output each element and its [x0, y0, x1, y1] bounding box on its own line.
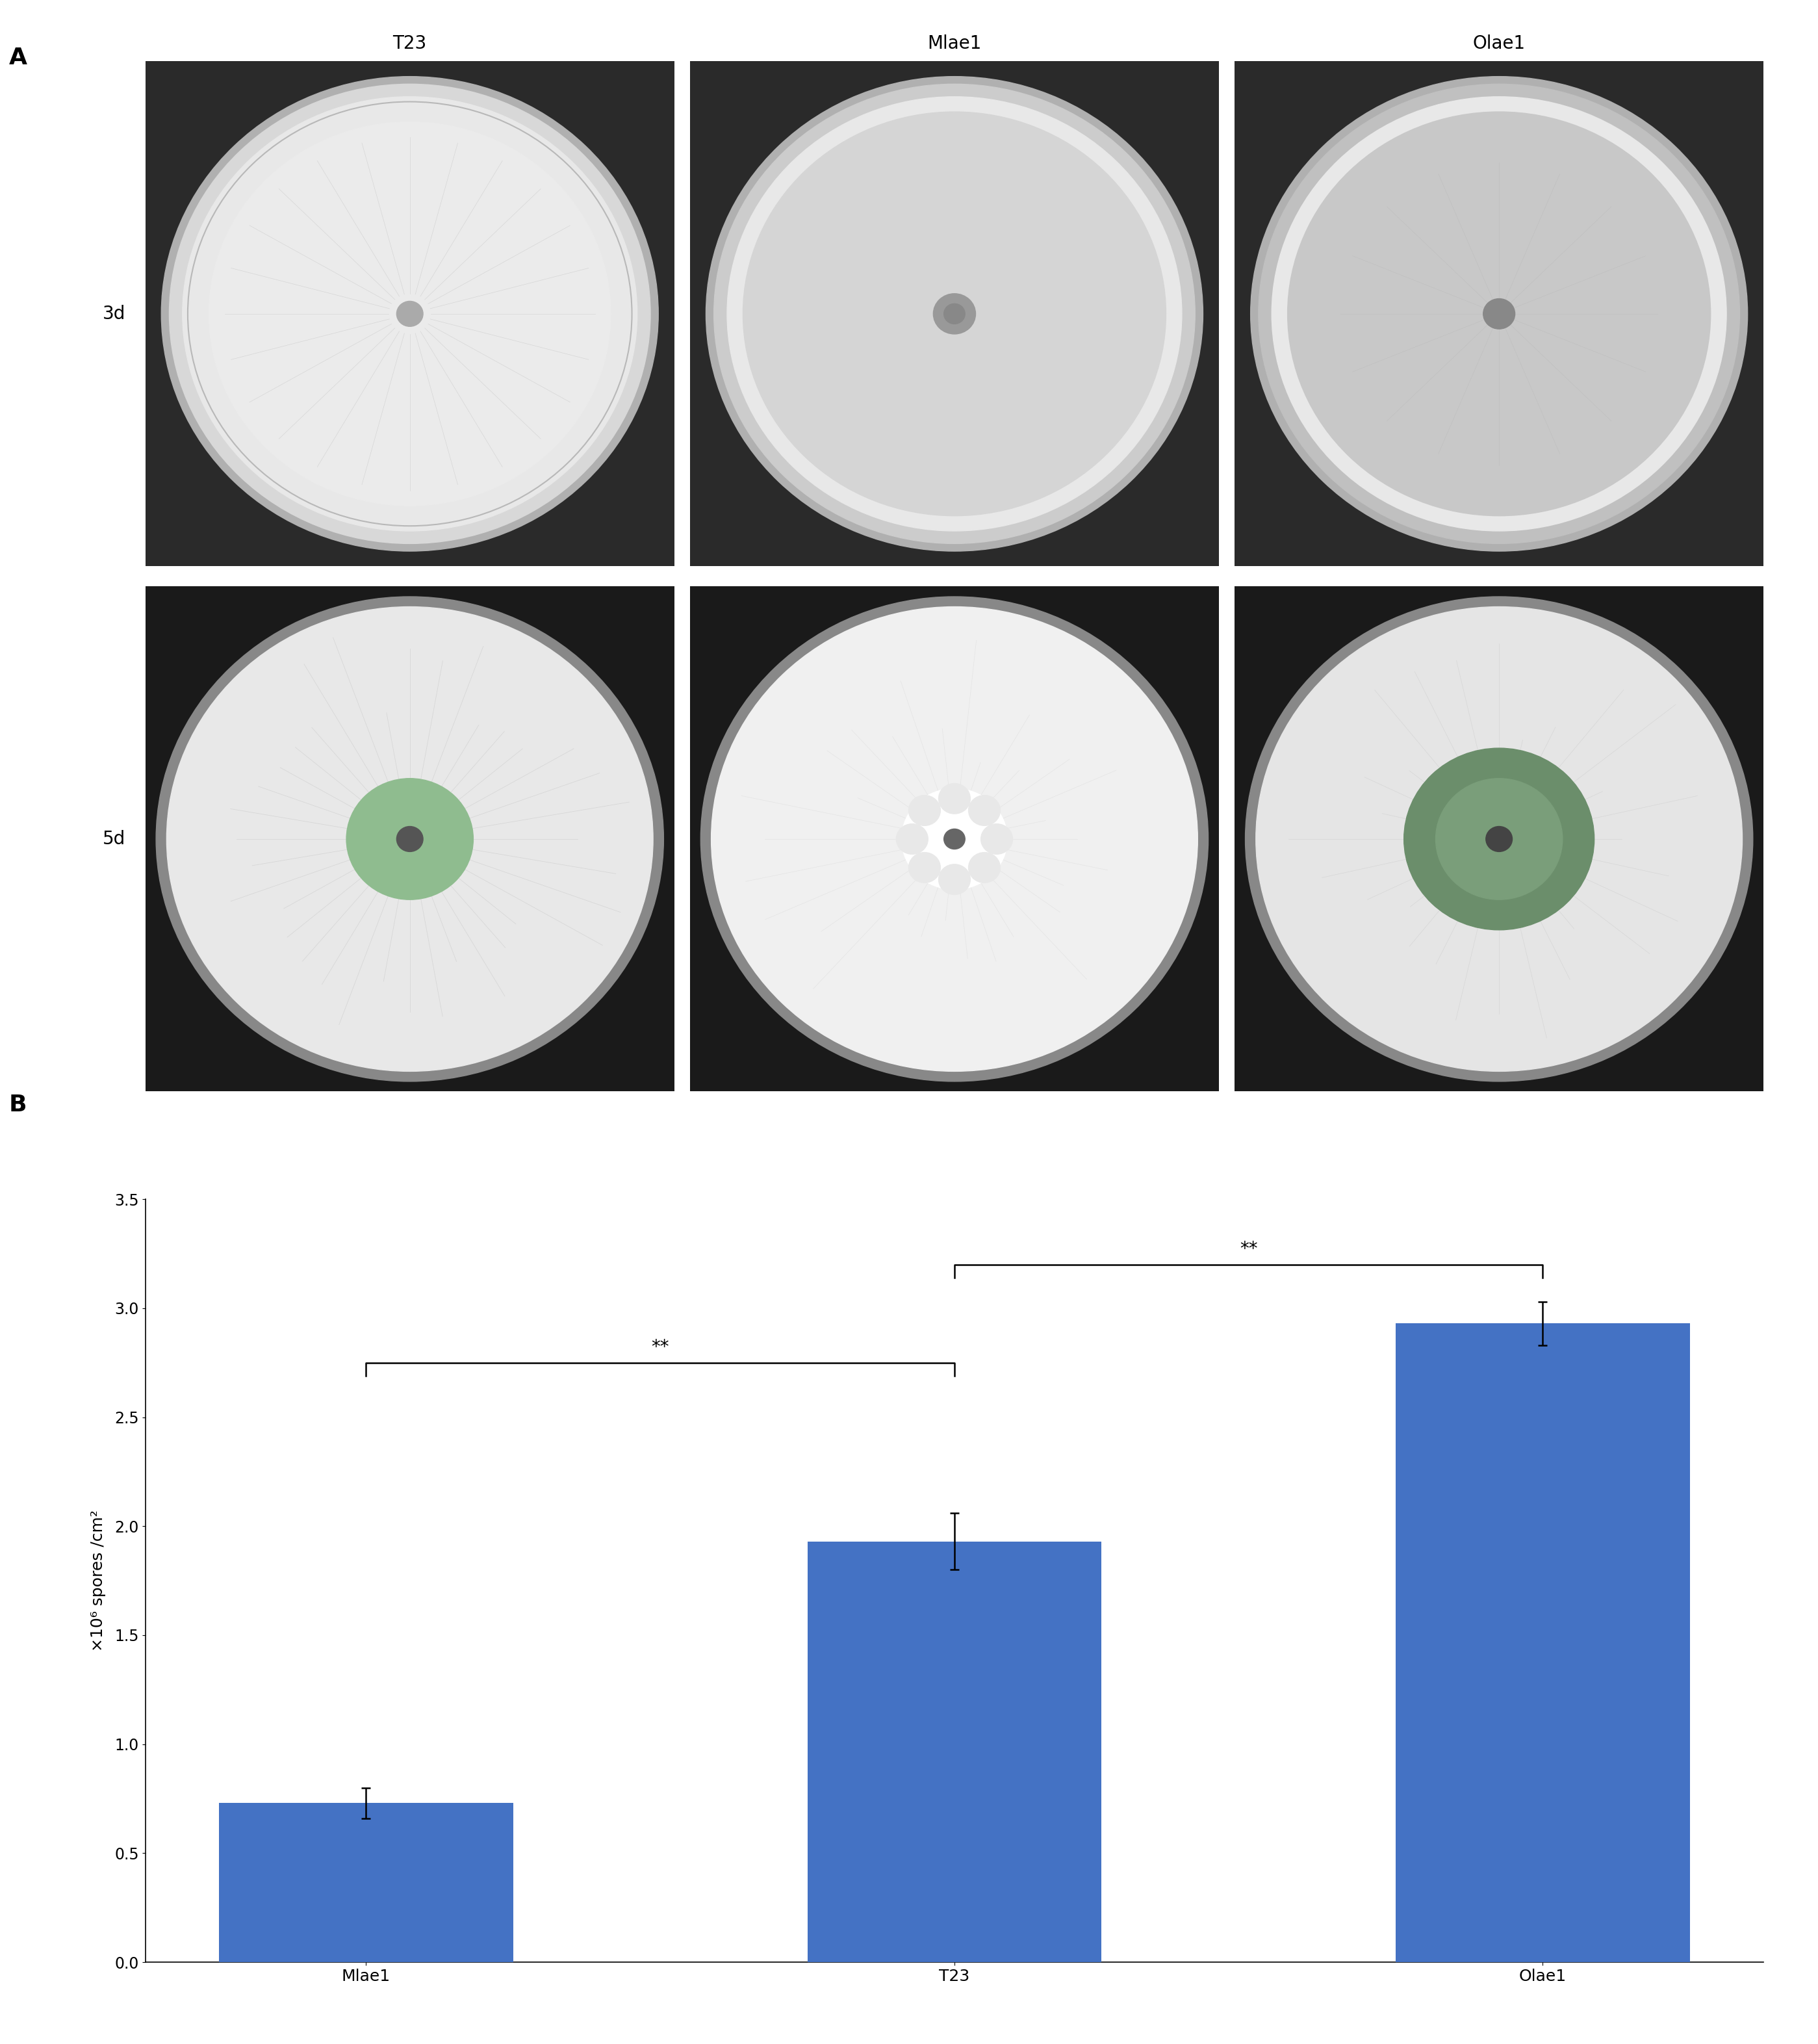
Circle shape [1403, 748, 1594, 930]
Circle shape [982, 824, 1013, 854]
Circle shape [156, 597, 664, 1081]
Circle shape [909, 795, 940, 826]
Circle shape [1287, 112, 1711, 515]
Title: Olae1: Olae1 [1473, 35, 1525, 53]
Circle shape [347, 779, 473, 899]
Circle shape [1273, 96, 1727, 531]
Circle shape [167, 607, 653, 1071]
Circle shape [711, 607, 1198, 1071]
Bar [218, 1803, 513, 1962]
Circle shape [396, 826, 424, 852]
Bar [807, 1541, 1102, 1962]
Circle shape [1251, 76, 1747, 552]
Circle shape [169, 84, 651, 544]
Circle shape [909, 852, 940, 883]
Circle shape [1483, 298, 1514, 329]
Circle shape [944, 305, 965, 323]
Circle shape [938, 783, 971, 814]
Circle shape [902, 789, 1007, 889]
Circle shape [396, 300, 424, 327]
Circle shape [1245, 597, 1753, 1081]
Circle shape [744, 112, 1165, 515]
Title: Mlae1: Mlae1 [927, 35, 982, 53]
Circle shape [705, 76, 1204, 552]
Circle shape [933, 294, 976, 333]
Circle shape [969, 795, 1000, 826]
Circle shape [1258, 84, 1740, 544]
Title: T23: T23 [393, 35, 427, 53]
Circle shape [209, 123, 611, 505]
Circle shape [1256, 607, 1742, 1071]
Text: **: ** [1240, 1241, 1258, 1257]
Circle shape [1485, 826, 1513, 852]
Circle shape [969, 852, 1000, 883]
Text: **: ** [651, 1339, 669, 1355]
Text: A: A [9, 47, 27, 69]
Circle shape [938, 865, 971, 895]
Bar [1396, 1322, 1691, 1962]
Text: B: B [9, 1094, 27, 1116]
Circle shape [162, 76, 658, 552]
Y-axis label: 3d: 3d [102, 305, 125, 323]
Y-axis label: 5d: 5d [102, 830, 125, 848]
Y-axis label: ×10⁶ spores /cm²: ×10⁶ spores /cm² [91, 1511, 105, 1652]
Circle shape [714, 84, 1194, 544]
Circle shape [1436, 779, 1562, 899]
Circle shape [944, 830, 965, 848]
Circle shape [700, 597, 1209, 1081]
Circle shape [727, 96, 1182, 531]
Circle shape [182, 96, 636, 531]
Circle shape [896, 824, 927, 854]
